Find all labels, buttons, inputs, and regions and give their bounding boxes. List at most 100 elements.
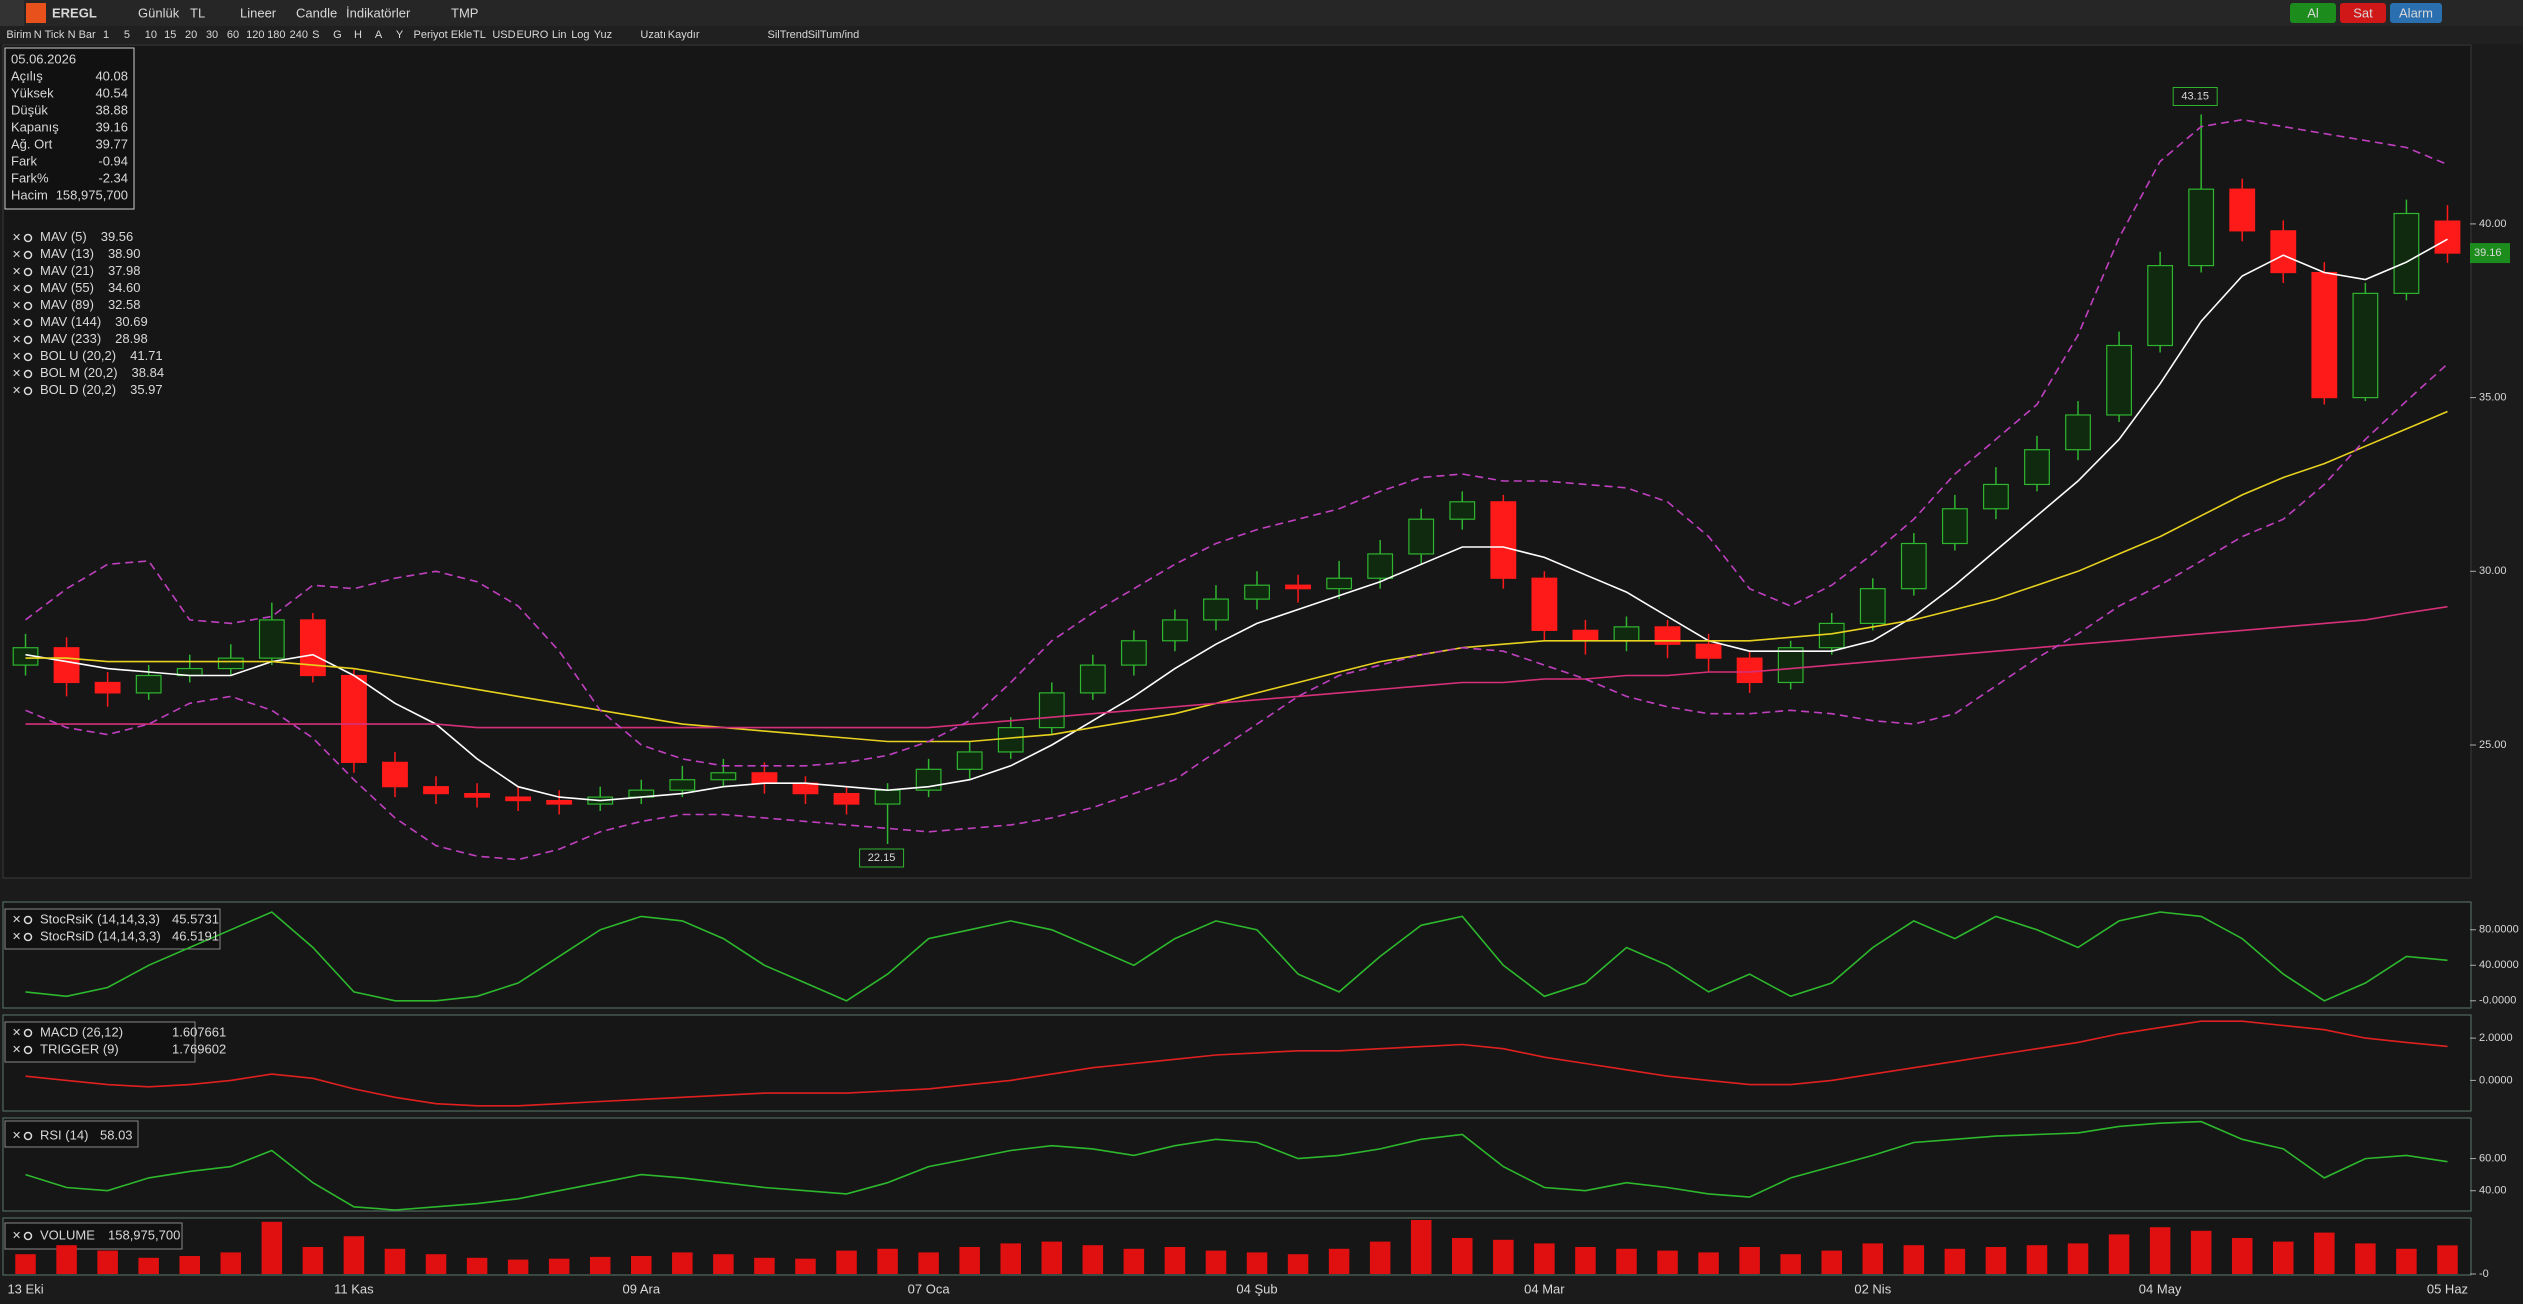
period-item[interactable]: Yuz: [594, 29, 612, 41]
remove-icon[interactable]: ✕: [12, 914, 21, 926]
toolbar-button-label[interactable]: Al: [2307, 5, 2319, 20]
toggle-icon[interactable]: [23, 386, 33, 396]
toolbar-button-label[interactable]: Sat: [2353, 5, 2373, 20]
toolbar-button[interactable]: [2340, 3, 2386, 23]
remove-icon[interactable]: ✕: [12, 317, 21, 329]
volume-bar: [2437, 1245, 2458, 1274]
volume-bar: [2190, 1230, 2212, 1274]
period-item[interactable]: Uzatı: [640, 29, 666, 41]
toggle-icon[interactable]: [23, 301, 33, 311]
remove-icon[interactable]: ✕: [12, 368, 21, 380]
toggle-icon[interactable]: [23, 1131, 33, 1141]
toolbar-item[interactable]: Candle: [296, 5, 337, 20]
volume-bar: [2355, 1243, 2376, 1274]
remove-icon[interactable]: ✕: [12, 283, 21, 295]
y-tick-label: 40.00: [2479, 1185, 2507, 1197]
period-item[interactable]: 120: [246, 29, 264, 41]
period-item[interactable]: SilTum/ind: [808, 29, 860, 41]
period-item[interactable]: 15: [164, 29, 176, 41]
period-item[interactable]: 180: [267, 29, 285, 41]
period-item[interactable]: 30: [206, 29, 218, 41]
period-item[interactable]: 60: [227, 29, 239, 41]
remove-icon[interactable]: ✕: [12, 232, 21, 244]
toolbar-button[interactable]: [2290, 3, 2336, 23]
volume-bar: [1821, 1250, 1842, 1274]
toolbar-button-label[interactable]: Alarm: [2399, 5, 2433, 20]
remove-icon[interactable]: ✕: [12, 351, 21, 363]
volume-bar: [466, 1257, 488, 1274]
remove-icon[interactable]: ✕: [12, 1027, 21, 1039]
rsi-pane: [2, 1117, 2472, 1212]
indicator-line: [25, 911, 2448, 1002]
x-tick-label: 04 Şub: [1236, 1281, 1277, 1296]
period-item[interactable]: SilTrend: [767, 29, 808, 41]
candle-body: [2311, 271, 2338, 399]
period-item[interactable]: N Bar: [68, 29, 96, 41]
candle-body: [1120, 640, 1147, 666]
volume-bar: [2026, 1245, 2048, 1274]
toggle-icon[interactable]: [23, 369, 33, 379]
toggle-icon[interactable]: [23, 1028, 33, 1038]
remove-icon[interactable]: ✕: [12, 385, 21, 397]
toolbar-item[interactable]: TL: [190, 5, 205, 20]
toggle-icon[interactable]: [23, 335, 33, 345]
toggle-icon[interactable]: [23, 932, 33, 942]
candle-body: [135, 674, 162, 694]
period-item[interactable]: 1: [103, 29, 109, 41]
remove-icon[interactable]: ✕: [12, 1230, 21, 1242]
remove-icon[interactable]: ✕: [12, 266, 21, 278]
toggle-icon[interactable]: [23, 915, 33, 925]
x-tick-label: 05 Haz: [2427, 1281, 2468, 1296]
toggle-icon[interactable]: [23, 233, 33, 243]
toggle-icon[interactable]: [23, 352, 33, 362]
period-item[interactable]: USD: [492, 29, 515, 41]
toolbar-item[interactable]: Günlük: [138, 5, 180, 20]
volume-bar: [2108, 1234, 2130, 1274]
period-item[interactable]: N Tick: [34, 29, 65, 41]
volume-legend-box: [4, 1222, 183, 1250]
remove-icon[interactable]: ✕: [12, 1130, 21, 1142]
toggle-icon[interactable]: [23, 1231, 33, 1241]
period-item[interactable]: Log: [571, 29, 589, 41]
toggle-icon[interactable]: [23, 250, 33, 260]
period-item[interactable]: Periyot Ekle: [414, 29, 473, 41]
remove-icon[interactable]: ✕: [12, 249, 21, 261]
toolbar-item[interactable]: Lineer: [240, 5, 277, 20]
period-item[interactable]: Birim: [6, 29, 31, 41]
toolbar-item[interactable]: TMP: [451, 5, 478, 20]
period-item[interactable]: 10: [145, 29, 157, 41]
period-item[interactable]: TL: [473, 29, 486, 41]
toggle-icon[interactable]: [23, 1045, 33, 1055]
remove-icon[interactable]: ✕: [12, 334, 21, 346]
remove-icon[interactable]: ✕: [12, 300, 21, 312]
period-item[interactable]: S: [312, 29, 319, 41]
period-item[interactable]: Kaydır: [668, 29, 700, 41]
remove-icon[interactable]: ✕: [12, 1044, 21, 1056]
period-item[interactable]: 5: [124, 29, 130, 41]
period-item[interactable]: Lin: [552, 29, 567, 41]
menu-button[interactable]: [0, 0, 24, 26]
symbol[interactable]: EREGL: [52, 5, 97, 20]
remove-icon[interactable]: ✕: [12, 931, 21, 943]
candle-body: [1531, 577, 1558, 631]
volume-bar: [97, 1250, 118, 1274]
toggle-icon[interactable]: [23, 284, 33, 294]
period-item[interactable]: A: [375, 29, 383, 41]
toggle-icon[interactable]: [23, 318, 33, 328]
period-item[interactable]: 240: [290, 29, 308, 41]
volume-bar: [220, 1252, 242, 1274]
volume-bar: [2396, 1248, 2417, 1274]
toolbar-item[interactable]: İndikatörler: [346, 5, 411, 20]
period-item[interactable]: 20: [185, 29, 197, 41]
volume-bar: [1369, 1241, 1391, 1274]
toolbar-button[interactable]: [2390, 3, 2442, 23]
legend-name: MAV (13): [40, 246, 94, 261]
indicator-line: [25, 1120, 2448, 1211]
volume-bar: [2067, 1243, 2089, 1274]
period-item[interactable]: EURO: [516, 29, 548, 41]
period-item[interactable]: G: [333, 29, 342, 41]
period-item[interactable]: Y: [396, 29, 404, 41]
period-item[interactable]: H: [354, 29, 362, 41]
toggle-icon[interactable]: [23, 267, 33, 277]
